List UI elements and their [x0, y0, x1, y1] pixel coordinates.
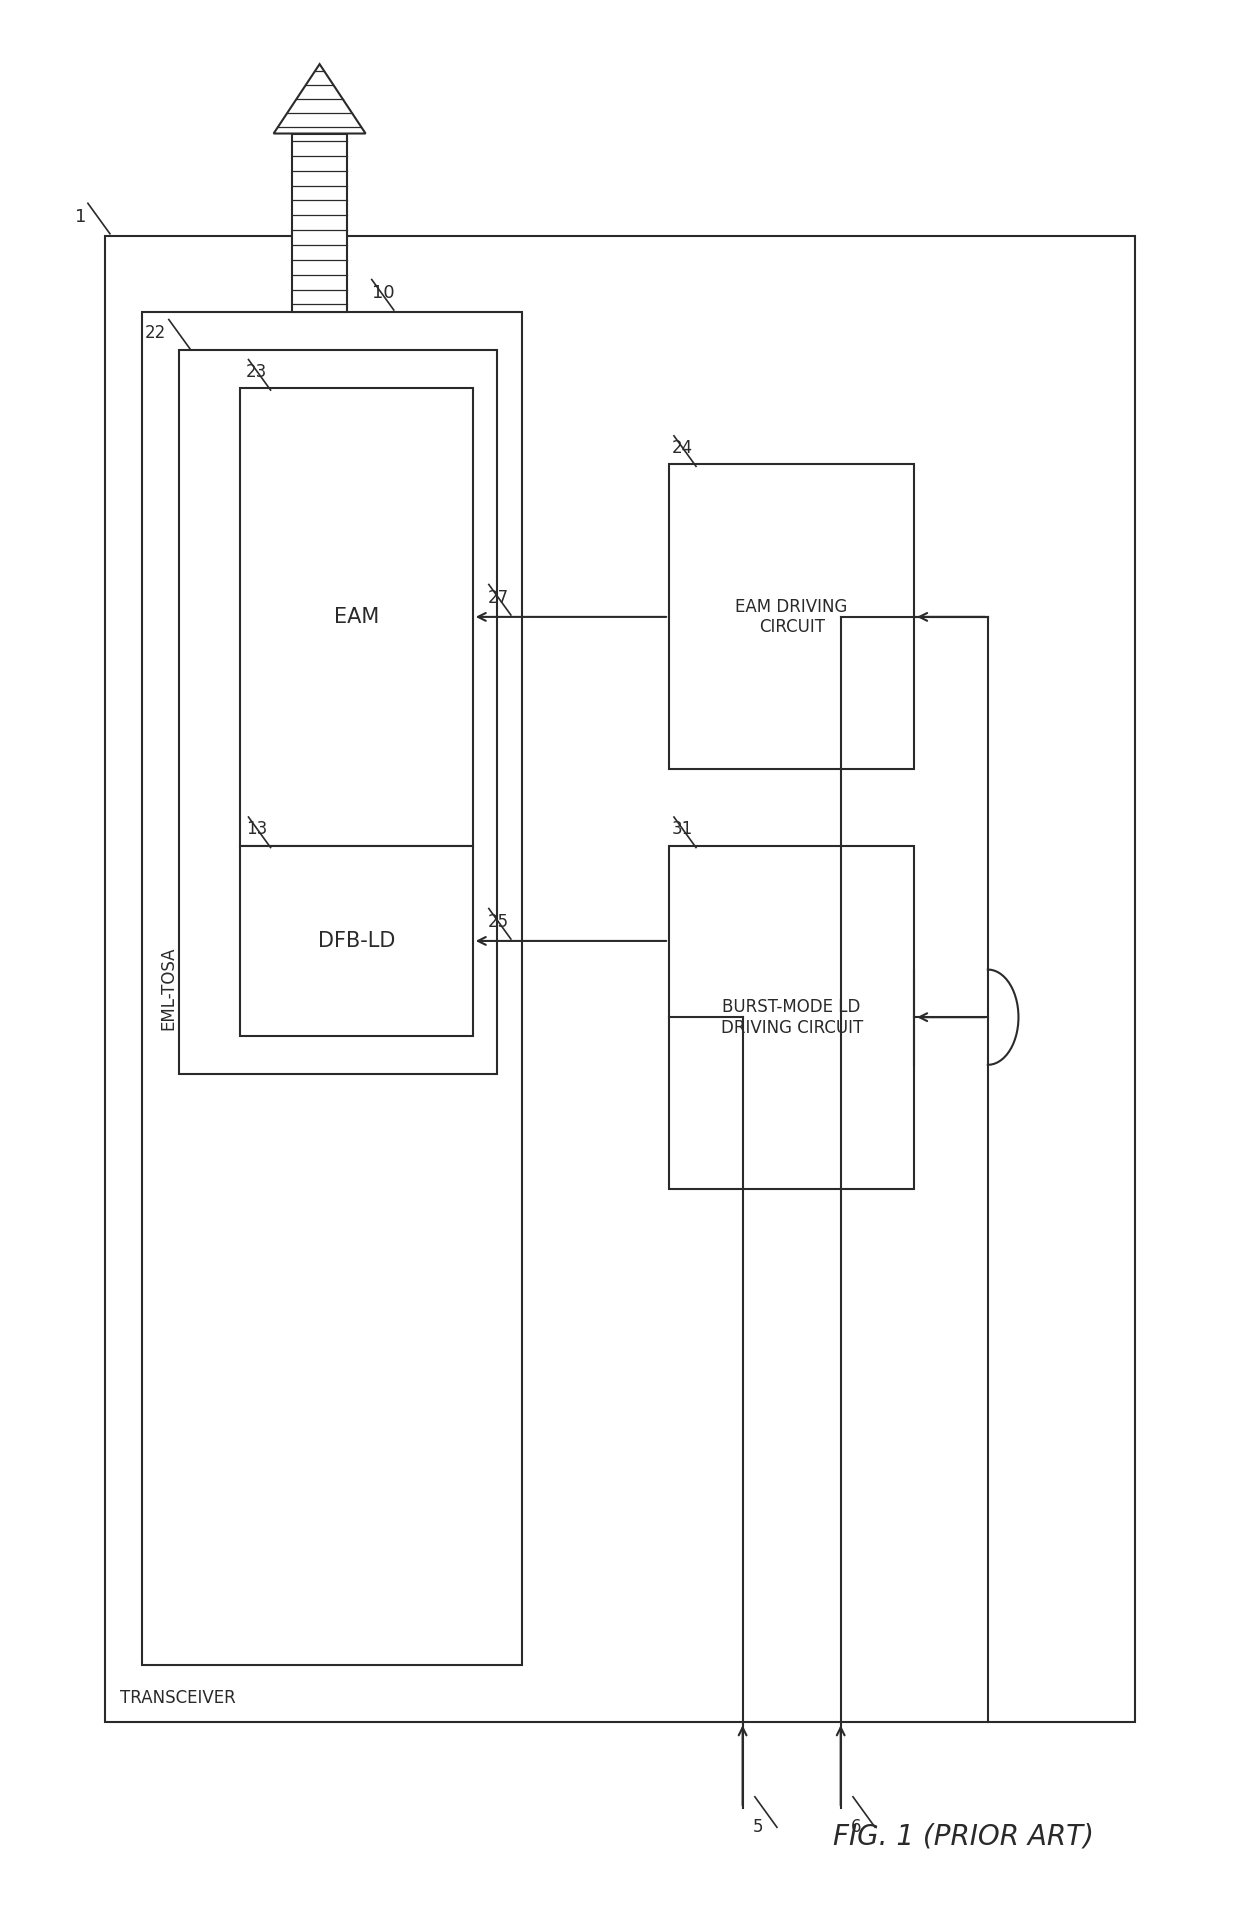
Text: EAM DRIVING
CIRCUIT: EAM DRIVING CIRCUIT [735, 597, 848, 636]
Bar [141, 311, 522, 1665]
Bar [239, 388, 472, 845]
Text: TRANSCEIVER: TRANSCEIVER [120, 1690, 236, 1707]
Text: DFB-LD: DFB-LD [317, 931, 396, 950]
Polygon shape [274, 63, 366, 134]
Text: 10: 10 [372, 284, 394, 301]
Bar [105, 236, 1135, 1722]
Text: 22: 22 [145, 324, 166, 342]
Text: 1: 1 [76, 207, 87, 227]
Text: 6: 6 [851, 1818, 861, 1836]
Text: 24: 24 [672, 440, 693, 457]
Text: BURST-MODE LD
DRIVING CIRCUIT: BURST-MODE LD DRIVING CIRCUIT [720, 998, 863, 1037]
Bar [670, 465, 914, 770]
Text: 23: 23 [246, 363, 268, 380]
Text: 13: 13 [246, 820, 268, 837]
Bar [179, 349, 497, 1075]
Text: 5: 5 [753, 1818, 763, 1836]
Bar [239, 845, 472, 1037]
Text: 27: 27 [487, 589, 508, 607]
Text: FIG. 1 (PRIOR ART): FIG. 1 (PRIOR ART) [833, 1822, 1094, 1851]
Polygon shape [291, 134, 347, 311]
Text: EAM: EAM [334, 607, 379, 628]
Text: EML-TOSA: EML-TOSA [160, 947, 177, 1031]
Text: 31: 31 [672, 820, 693, 837]
Bar [670, 845, 914, 1188]
Text: 25: 25 [487, 914, 508, 931]
